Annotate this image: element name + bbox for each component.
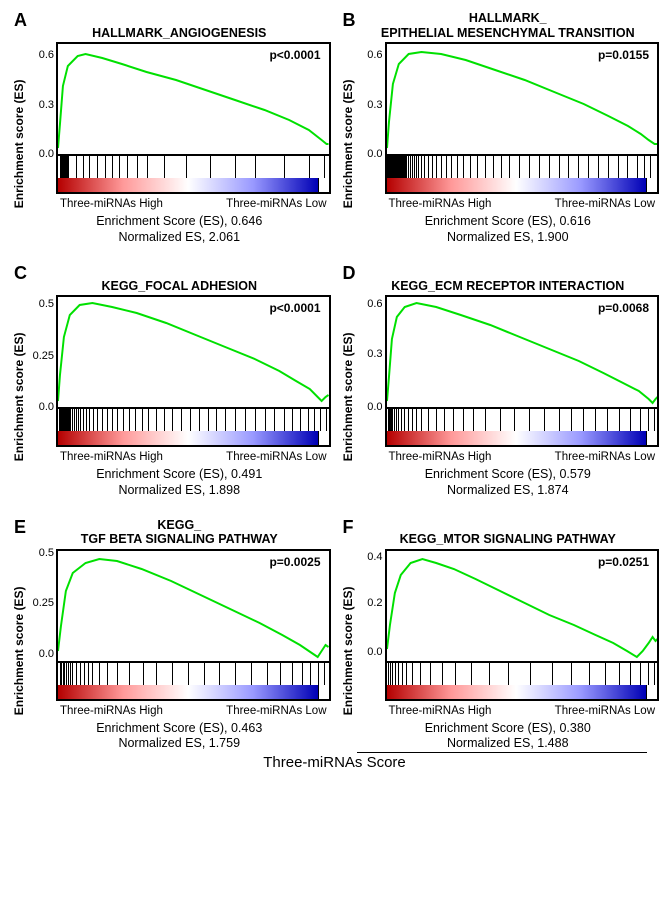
- y-axis-label: Enrichment score (ES): [339, 42, 357, 245]
- enrichment-plot: p=0.00250.00.250.5: [56, 549, 331, 663]
- rank-gradient: [385, 685, 660, 701]
- y-tick: 0.25: [28, 597, 54, 609]
- hit-barcode: [56, 409, 331, 431]
- panel-title: HALLMARK_EPITHELIAL MESENCHYMAL TRANSITI…: [339, 10, 660, 40]
- x-label-high: Three-miRNAs High: [389, 705, 492, 717]
- p-value: p=0.0025: [269, 555, 320, 569]
- panel-letter: F: [343, 517, 354, 538]
- panel-letter: B: [343, 10, 356, 31]
- panel-letter: E: [14, 517, 26, 538]
- y-tick: 0.0: [28, 148, 54, 160]
- gsea-panel: FKEGG_MTOR SIGNALING PATHWAY Enrichment s…: [339, 517, 660, 752]
- y-tick: 0.0: [28, 401, 54, 413]
- hit-barcode: [385, 409, 660, 431]
- y-tick: 0.2: [357, 597, 383, 609]
- panel-title: KEGG_ECM RECEPTOR INTERACTION: [339, 263, 660, 293]
- y-tick: 0.6: [357, 49, 383, 61]
- panel-caption: Enrichment Score (ES), 0.646Normalized E…: [28, 214, 331, 245]
- gsea-panel: AHALLMARK_ANGIOGENESIS Enrichment score (…: [10, 10, 331, 245]
- x-label-high: Three-miRNAs High: [60, 198, 163, 210]
- rank-gradient: [56, 178, 331, 194]
- y-tick: 0.3: [28, 99, 54, 111]
- y-tick: 0.5: [28, 298, 54, 310]
- panel-caption: Enrichment Score (ES), 0.380Normalized E…: [357, 721, 660, 752]
- y-tick: 0.0: [357, 646, 383, 658]
- p-value: p=0.0068: [598, 301, 649, 315]
- enrichment-plot: p=0.00680.00.30.6: [385, 295, 660, 409]
- x-label-low: Three-miRNAs Low: [555, 198, 655, 210]
- enrichment-plot: p<0.00010.00.30.6: [56, 42, 331, 156]
- panel-caption: Enrichment Score (ES), 0.579Normalized E…: [357, 467, 660, 498]
- y-tick: 0.4: [357, 551, 383, 563]
- gsea-panel: BHALLMARK_EPITHELIAL MESENCHYMAL TRANSIT…: [339, 10, 660, 245]
- enrichment-plot: p=0.02510.00.20.4: [385, 549, 660, 663]
- panel-caption: Enrichment Score (ES), 0.491Normalized E…: [28, 467, 331, 498]
- y-axis-label: Enrichment score (ES): [10, 549, 28, 752]
- x-label-low: Three-miRNAs Low: [555, 451, 655, 463]
- panel-letter: A: [14, 10, 27, 31]
- y-tick: 0.3: [357, 99, 383, 111]
- rank-gradient: [56, 685, 331, 701]
- y-axis-label: Enrichment score (ES): [339, 295, 357, 498]
- hit-barcode: [385, 156, 660, 178]
- x-label-high: Three-miRNAs High: [60, 705, 163, 717]
- x-label-low: Three-miRNAs Low: [226, 198, 326, 210]
- gsea-panel: DKEGG_ECM RECEPTOR INTERACTION Enrichment…: [339, 263, 660, 498]
- panel-caption: Enrichment Score (ES), 0.616Normalized E…: [357, 214, 660, 245]
- p-value: p<0.0001: [269, 48, 320, 62]
- x-label-low: Three-miRNAs Low: [226, 705, 326, 717]
- y-tick: 0.5: [28, 547, 54, 559]
- footer-label: Three-miRNAs Score: [263, 754, 406, 771]
- y-tick: 0.0: [28, 648, 54, 660]
- rank-gradient: [385, 431, 660, 447]
- y-tick: 0.0: [357, 148, 383, 160]
- panel-title: KEGG_FOCAL ADHESION: [10, 263, 331, 293]
- y-tick: 0.0: [357, 401, 383, 413]
- enrichment-plot: p=0.01550.00.30.6: [385, 42, 660, 156]
- panel-caption: Enrichment Score (ES), 0.463Normalized E…: [28, 721, 331, 752]
- rank-gradient: [385, 178, 660, 194]
- enrichment-plot: p<0.00010.00.250.5: [56, 295, 331, 409]
- y-tick: 0.6: [28, 49, 54, 61]
- y-tick: 0.25: [28, 350, 54, 362]
- panel-letter: C: [14, 263, 27, 284]
- p-value: p=0.0251: [598, 555, 649, 569]
- panel-title: HALLMARK_ANGIOGENESIS: [10, 10, 331, 40]
- gsea-panel: EKEGG_TGF BETA SIGNALING PATHWAY Enrichme…: [10, 517, 331, 752]
- panel-title: KEGG_TGF BETA SIGNALING PATHWAY: [10, 517, 331, 547]
- y-axis-label: Enrichment score (ES): [10, 42, 28, 245]
- gsea-panel: CKEGG_FOCAL ADHESION Enrichment score (ES…: [10, 263, 331, 498]
- p-value: p=0.0155: [598, 48, 649, 62]
- panel-letter: D: [343, 263, 356, 284]
- x-label-high: Three-miRNAs High: [389, 198, 492, 210]
- x-label-low: Three-miRNAs Low: [226, 451, 326, 463]
- x-label-high: Three-miRNAs High: [389, 451, 492, 463]
- x-label-high: Three-miRNAs High: [60, 451, 163, 463]
- x-label-low: Three-miRNAs Low: [555, 705, 655, 717]
- y-tick: 0.6: [357, 298, 383, 310]
- hit-barcode: [56, 156, 331, 178]
- hit-barcode: [385, 663, 660, 685]
- y-axis-label: Enrichment score (ES): [339, 549, 357, 752]
- y-axis-label: Enrichment score (ES): [10, 295, 28, 498]
- hit-barcode: [56, 663, 331, 685]
- y-tick: 0.3: [357, 348, 383, 360]
- rank-gradient: [56, 431, 331, 447]
- panel-title: KEGG_MTOR SIGNALING PATHWAY: [339, 517, 660, 547]
- p-value: p<0.0001: [269, 301, 320, 315]
